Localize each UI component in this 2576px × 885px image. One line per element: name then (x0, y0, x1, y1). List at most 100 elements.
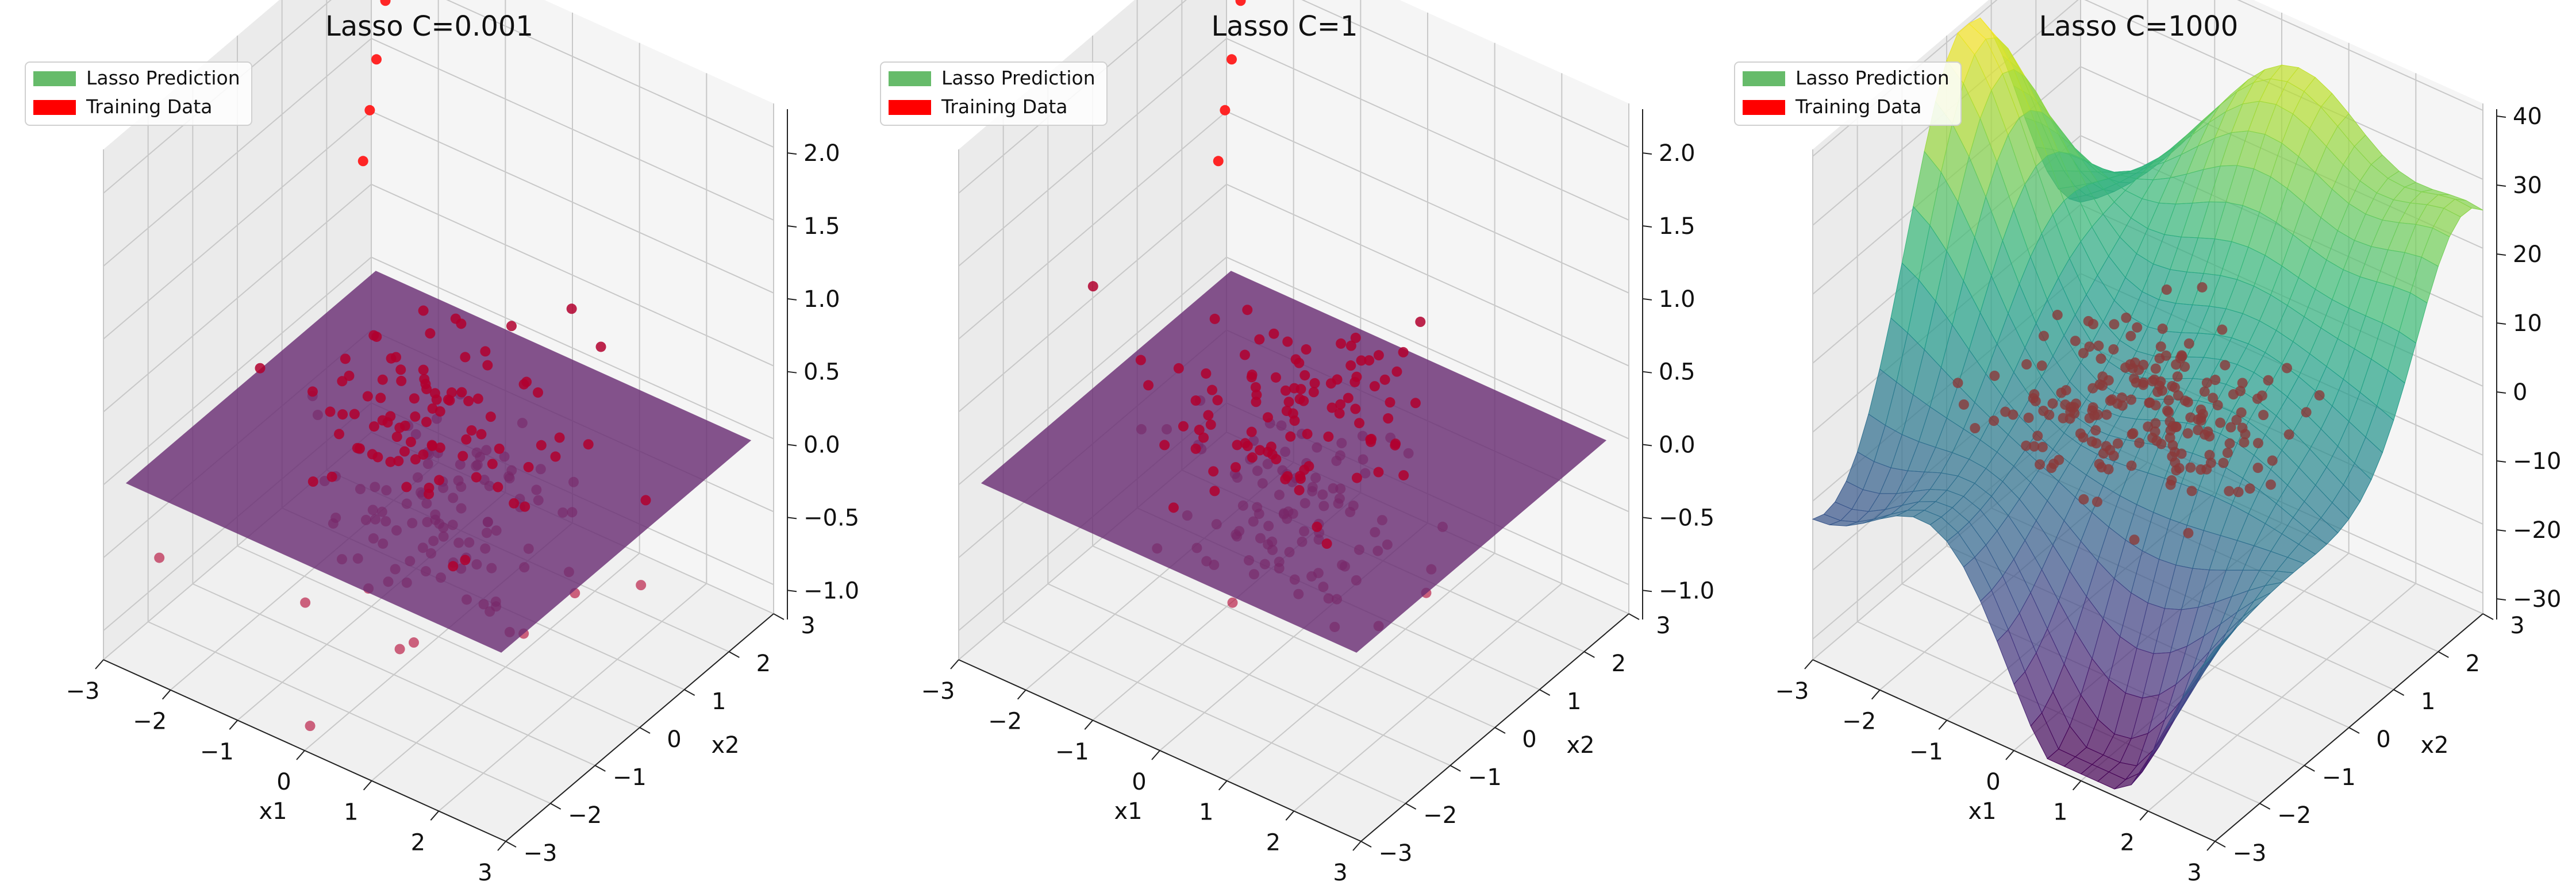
x2-tick (773, 613, 785, 620)
training-point (2179, 361, 2190, 372)
chart-title: Lasso C=0.001 (325, 10, 533, 43)
training-point (1335, 399, 1346, 410)
x2-tick (2259, 803, 2271, 810)
training-point (2228, 389, 2239, 400)
training-point (1369, 381, 1380, 392)
z-tick (1642, 298, 1652, 301)
z-tick-label: −30 (2513, 586, 2561, 613)
training-point (2212, 400, 2223, 411)
training-point (1299, 370, 1310, 381)
training-point (1410, 398, 1421, 409)
training-point (1385, 397, 1395, 408)
training-point (509, 498, 520, 509)
training-point (385, 456, 396, 467)
x2-tick-label: 1 (1567, 688, 1581, 715)
training-point (2134, 437, 2145, 448)
training-point (307, 476, 318, 487)
training-point (1379, 374, 1390, 385)
chart-title: Lasso C=1 (1211, 10, 1358, 43)
z-tick (2496, 253, 2506, 256)
training-point (1239, 349, 1250, 360)
training-point (2183, 528, 2194, 538)
x1-tick-label: 3 (2187, 860, 2201, 885)
training-point (2023, 412, 2034, 423)
chart-title: Lasso C=1000 (2039, 10, 2239, 43)
z-tick-label: −20 (2513, 517, 2561, 544)
training-point (434, 475, 445, 486)
training-point (1295, 384, 1306, 395)
training-point (2129, 534, 2140, 545)
z-tick (787, 517, 797, 520)
grid-line (1226, 256, 1629, 440)
training-point (2157, 385, 2168, 396)
training-point (636, 580, 647, 591)
x1-tick (2005, 750, 2014, 760)
training-point (420, 379, 431, 390)
training-point (1970, 423, 1981, 434)
training-point (368, 421, 379, 432)
training-point (2112, 438, 2123, 449)
training-point (2037, 441, 2048, 452)
training-point (2174, 463, 2185, 474)
training-point (362, 391, 373, 402)
x2-tick (2393, 689, 2405, 696)
legend-label-training: Training Data (941, 95, 1068, 118)
training-point (1201, 368, 1212, 379)
legend-label-training: Training Data (1795, 95, 1922, 118)
training-point (1209, 313, 1220, 324)
training-point (550, 451, 561, 462)
x1-tick (2072, 780, 2082, 791)
training-point (1190, 443, 1201, 454)
x2-tick-label: 2 (756, 651, 771, 677)
training-point (1415, 317, 1426, 328)
training-point (506, 321, 517, 332)
training-point (2204, 449, 2215, 460)
training-point (2220, 360, 2231, 371)
training-points-above (255, 0, 651, 572)
z-tick (1642, 590, 1652, 592)
z-tick-label: 10 (2513, 310, 2542, 337)
training-point (2233, 487, 2244, 498)
training-point (1135, 355, 1146, 365)
training-point (1302, 429, 1313, 440)
training-point (554, 432, 565, 443)
training-point (418, 449, 429, 460)
x2-tick-label: −1 (1468, 764, 1502, 791)
training-point (2176, 448, 2187, 459)
training-point (1323, 431, 1334, 442)
training-point (2256, 390, 2267, 401)
z-tick (1642, 152, 1652, 155)
training-point (1295, 471, 1306, 482)
x2-tick-label: −1 (613, 764, 647, 791)
training-point (536, 440, 547, 451)
training-point (1364, 355, 1375, 366)
training-point (1398, 347, 1409, 357)
training-point (2182, 397, 2193, 407)
training-point (2218, 457, 2229, 468)
training-point (1294, 357, 1305, 368)
training-point (357, 156, 368, 167)
x2-tick (505, 841, 517, 848)
x2-axis-label: x2 (711, 732, 739, 759)
grid-line (103, 183, 372, 413)
training-point (1270, 372, 1281, 383)
training-point (1227, 54, 1237, 65)
x2-tick (1405, 803, 1417, 810)
x2-tick (2214, 841, 2226, 848)
x1-tick-label: 2 (1266, 829, 1281, 856)
training-point (2149, 374, 2160, 385)
x2-tick (728, 651, 740, 658)
x2-tick-label: −2 (1423, 802, 1457, 829)
x2-tick (1450, 765, 1461, 772)
training-point (2126, 394, 2137, 405)
z-tick (2496, 322, 2506, 325)
training-point (2147, 432, 2158, 443)
training-point (393, 456, 404, 467)
x1-tick (1804, 659, 1813, 669)
training-point (421, 417, 432, 428)
training-point (2092, 409, 2103, 420)
training-point (2060, 385, 2071, 396)
training-point (1334, 408, 1345, 419)
training-point (2109, 319, 2120, 330)
training-point (2163, 407, 2174, 418)
